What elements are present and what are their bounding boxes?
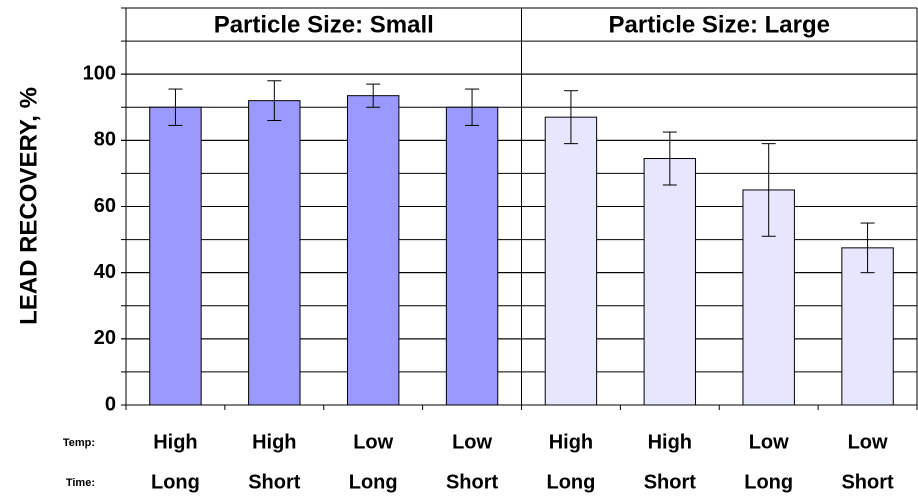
group-title: Particle Size: Small	[214, 11, 434, 38]
x-tick-label: Long	[349, 471, 398, 493]
y-tick-label: 20	[94, 327, 116, 349]
x-tick-label: Short	[446, 471, 499, 493]
x-tick-label: High	[153, 431, 197, 453]
y-axis-title: LEAD RECOVERY, %	[15, 87, 42, 325]
x-tick-label: Low	[749, 431, 789, 453]
bar	[248, 100, 301, 406]
x-tick-label: Short	[841, 471, 894, 493]
y-tick-label: 60	[94, 195, 116, 217]
x-tick-label: Low	[452, 431, 492, 453]
x-tick-label: Long	[547, 471, 596, 493]
x-tick-label: High	[549, 431, 593, 453]
bar	[544, 116, 598, 406]
bar	[346, 95, 400, 406]
bar	[445, 106, 499, 406]
bar	[149, 106, 202, 406]
x-tick-label: Low	[848, 431, 888, 453]
row-label: Time:	[66, 477, 95, 489]
x-tick-label: Long	[151, 471, 200, 493]
bar	[643, 158, 697, 406]
x-tick-label: High	[648, 431, 692, 453]
y-tick-label: 100	[83, 62, 116, 84]
x-tick-label: Short	[644, 471, 697, 493]
y-tick-label: 40	[94, 261, 116, 283]
x-tick-label: Short	[248, 471, 301, 493]
y-tick-label: 80	[94, 129, 116, 151]
x-tick-label: Low	[353, 431, 393, 453]
y-tick-label: 0	[105, 393, 116, 415]
x-tick-label: High	[252, 431, 296, 453]
x-tick-label: Long	[744, 471, 793, 493]
row-label: Temp:	[63, 437, 95, 449]
group-title: Particle Size: Large	[609, 11, 830, 38]
